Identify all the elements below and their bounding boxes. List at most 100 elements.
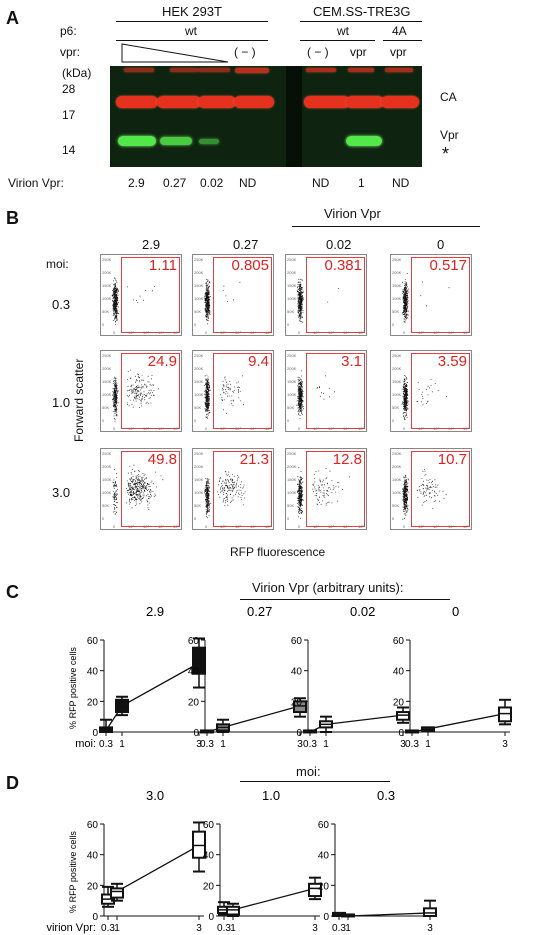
flow-events: [203, 279, 241, 325]
y-tick-label: 60: [87, 636, 99, 647]
flow-percent: 49.8: [147, 451, 177, 468]
flow-x-tick: 10⁴: [250, 426, 257, 431]
flow-x-tick: 10⁵: [463, 330, 470, 335]
y-tick-label: 20: [393, 697, 405, 708]
flow-x-tick: 10³: [235, 524, 241, 529]
flow-dots: [204, 471, 246, 519]
flow-x-tick: 10³: [328, 426, 334, 431]
x-tick-label: 0.3: [332, 923, 346, 934]
flow-y-tick: 200K: [102, 270, 112, 275]
virion-value: 1: [358, 176, 365, 190]
x-tick-label: 3: [312, 923, 318, 934]
flow-x-tick: 10⁴: [250, 330, 257, 335]
flow-events: [112, 369, 159, 423]
y-tick-label: 20: [318, 881, 330, 892]
flow-y-tick: 50K: [287, 405, 295, 410]
flow-y-tick: 0: [102, 322, 105, 327]
flow-y-tick: 0: [287, 418, 290, 423]
x-tick-label: 1: [425, 739, 431, 750]
flow-x-tick: 10²: [313, 426, 319, 431]
flow-y-tick: 50K: [287, 309, 295, 314]
flow-plot: 24.9 250K 200K 150K 100K 50K 0 0 10² 10³ 10⁴ 10⁵: [100, 350, 182, 432]
flow-dots: [401, 469, 447, 520]
vpr-band-3: [199, 139, 219, 144]
y-tick-label: 60: [291, 636, 303, 647]
flow-y-tick: 150K: [102, 283, 112, 288]
flow-x-tick: 10²: [313, 330, 319, 335]
x-tick-label: 1: [345, 923, 351, 934]
x-tick-label: 3: [196, 923, 202, 934]
flow-dots: [203, 279, 241, 325]
x-tick-label: 1: [119, 739, 125, 750]
blot-lane-gap: [286, 66, 302, 167]
flow-percent: 0.517: [429, 257, 467, 274]
y-tick-label: 40: [393, 667, 405, 678]
flow-plot: 21.3 250K 200K 150K 100K 50K 0 0 10² 10³ 10⁴ 10⁵: [192, 448, 274, 530]
y-tick-label: 40: [291, 667, 303, 678]
box: [192, 830, 206, 859]
virion-value: 0.27: [163, 176, 187, 190]
kda-label: (kDa): [62, 66, 92, 80]
flow-x-tick: 10⁵: [358, 330, 365, 335]
flow-dots: [112, 464, 164, 515]
p6-4a: 4A: [392, 24, 407, 38]
flow-y-tick: 50K: [194, 503, 202, 508]
y-tick-label: 60: [87, 820, 99, 831]
flow-y-tick: 50K: [287, 503, 295, 508]
flow-y-tick: 250K: [102, 353, 112, 358]
panel-d-header-line: [240, 781, 390, 782]
subplot-title: 2.9: [146, 604, 164, 619]
flow-y-tick: 0: [392, 322, 395, 327]
flow-x-tick: 10²: [128, 524, 134, 529]
band-top-7: [385, 68, 413, 72]
flow-y-tick: 50K: [392, 503, 400, 508]
flow-y-tick: 200K: [194, 464, 204, 469]
panel-b-letter: B: [6, 208, 19, 228]
flow-x-tick: 10²: [418, 426, 424, 431]
p6-label: p6:: [60, 24, 77, 38]
y-tick-label: 20: [291, 697, 303, 708]
flow-col-title: 0.02: [326, 237, 352, 252]
y-tick-label: 40: [318, 851, 330, 862]
flow-x-tick: 0: [403, 426, 406, 431]
flow-y-tick: 100K: [194, 490, 204, 495]
rfp-gate: [411, 353, 470, 429]
flow-plot: 9.4 250K 200K 150K 100K 50K 0 0 10² 10³ 10⁴ 10⁵: [192, 350, 274, 432]
flow-percent: 21.3: [239, 451, 269, 468]
flow-percent: 3.59: [437, 353, 467, 370]
band-top-5: [306, 68, 336, 72]
flow-y-tick: 50K: [194, 309, 202, 314]
panel-d-header: moi:: [296, 764, 321, 779]
flow-y-tick: 200K: [102, 366, 112, 371]
panel-b-header: Virion Vpr: [324, 206, 381, 221]
flow-dots: [297, 467, 350, 519]
flow-y-tick: 250K: [287, 451, 297, 456]
flow-col-title: 0.27: [233, 237, 259, 252]
flow-events: [111, 277, 155, 325]
band-top-2: [170, 68, 198, 72]
flow-y-tick: 0: [287, 516, 290, 521]
flow-y-tick: 250K: [287, 353, 297, 358]
flow-events: [204, 374, 244, 419]
flow-y-tick: 100K: [392, 392, 402, 397]
vpr-neg-hek: ( − ): [234, 45, 256, 59]
flow-y-tick: 100K: [392, 296, 402, 301]
vpr-gradient-triangle: [121, 43, 229, 63]
flow-dots: [111, 277, 155, 325]
panel-a-letter: A: [6, 8, 19, 28]
rfp-gate: [213, 353, 272, 429]
flow-y-tick: 100K: [392, 490, 402, 495]
virion-value: 2.9: [128, 176, 145, 190]
flow-percent: 0.381: [324, 257, 362, 274]
y-tick-label: 20: [87, 697, 99, 708]
flow-x-tick: 10³: [143, 330, 149, 335]
subplot-title: 0.02: [350, 604, 375, 619]
flow-x-tick: 10⁴: [158, 330, 165, 335]
vpr-label: vpr:: [60, 45, 81, 59]
flow-y-tick: 250K: [392, 353, 402, 358]
flow-y-tick: 150K: [194, 379, 204, 384]
x-axis-label-prefix: moi:: [75, 738, 96, 750]
flow-x-tick: 10⁴: [448, 524, 455, 529]
cem-title: CEM.SS-TRE3G: [313, 4, 411, 19]
